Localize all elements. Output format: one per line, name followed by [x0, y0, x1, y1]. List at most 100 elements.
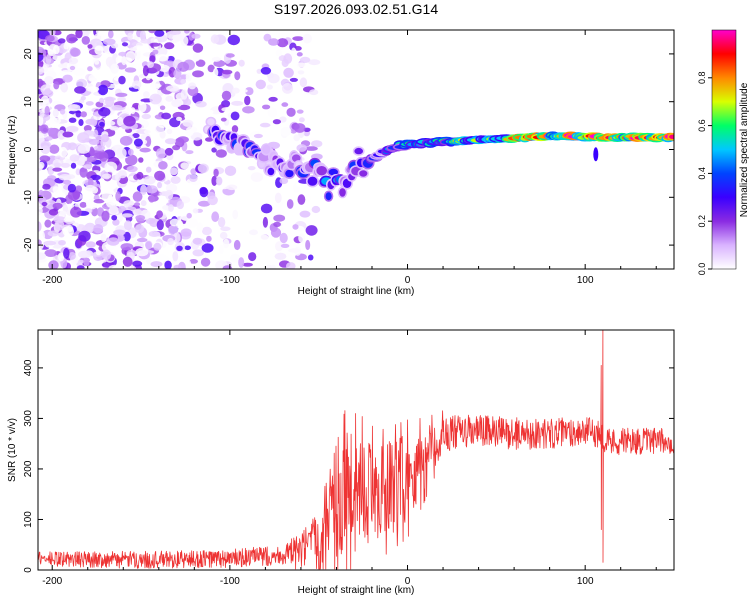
noise-blob — [217, 217, 226, 228]
noise-blob — [52, 108, 59, 118]
noise-blob — [48, 209, 59, 216]
noise-blob — [94, 60, 100, 65]
spectrogram-x-label: Height of straight line (km) — [298, 286, 415, 297]
noise-blob — [135, 215, 146, 221]
noise-blob — [192, 43, 204, 53]
noise-blob — [74, 86, 86, 94]
noise-blob — [148, 30, 156, 34]
noise-blob — [268, 96, 278, 102]
noise-blob — [103, 38, 116, 46]
noise-blob — [182, 119, 194, 127]
noise-blob — [242, 106, 255, 114]
noise-blob — [99, 121, 105, 127]
snr-panel: -200 -100 0 100 0 100 200 300 400 Height of stra… — [7, 329, 675, 596]
noise-blob — [206, 235, 212, 242]
noise-blob — [105, 56, 114, 68]
noise-blob — [210, 44, 219, 52]
noise-blob — [40, 145, 51, 155]
noise-blob — [104, 168, 110, 173]
noise-blob — [256, 234, 270, 245]
noise-blob — [145, 136, 152, 147]
noise-blob — [154, 170, 166, 181]
noise-blob — [101, 210, 110, 222]
noise-blob — [86, 86, 100, 92]
y-tick-label: 0 — [23, 567, 34, 573]
noise-blob — [176, 200, 184, 210]
noise-blob — [75, 110, 82, 118]
noise-blob — [76, 259, 86, 268]
noise-blob — [212, 68, 219, 78]
noise-blob — [309, 89, 319, 96]
noise-blob — [60, 109, 66, 115]
noise-blob — [111, 104, 123, 111]
noise-blob — [105, 96, 115, 108]
noise-blob — [154, 30, 165, 37]
noise-blob — [66, 33, 77, 44]
noise-blob — [45, 35, 55, 42]
noise-blob — [47, 230, 59, 237]
noise-blob — [85, 106, 92, 117]
noise-blob — [165, 95, 174, 102]
noise-blob — [297, 70, 305, 75]
noise-blob — [87, 44, 93, 49]
ridge-blob — [359, 170, 368, 177]
noise-blob — [268, 38, 279, 46]
noise-blob — [91, 207, 98, 217]
noise-blob — [286, 107, 296, 117]
noise-blob — [221, 107, 232, 112]
noise-blob — [129, 47, 138, 52]
noise-blob — [123, 200, 134, 208]
noise-blob — [273, 214, 286, 222]
noise-blob — [132, 208, 143, 216]
noise-blob — [42, 183, 51, 190]
noise-blob — [151, 79, 161, 91]
noise-blob — [199, 148, 206, 156]
noise-blob — [149, 42, 161, 47]
noise-blob — [164, 138, 177, 145]
noise-blob — [126, 165, 138, 173]
noise-blob — [262, 104, 271, 110]
noise-blob — [139, 30, 146, 41]
x-tick-label: 100 — [577, 576, 594, 587]
noise-blob — [213, 168, 219, 177]
noise-blob — [124, 67, 137, 73]
ridge-blob — [262, 144, 271, 154]
noise-blob — [267, 107, 278, 118]
noise-blob — [299, 117, 305, 123]
noise-blob — [272, 119, 281, 125]
noise-blob — [244, 87, 254, 96]
noise-blob — [260, 203, 273, 214]
noise-blob — [188, 82, 197, 90]
noise-blob — [308, 59, 321, 66]
noise-blob — [199, 187, 209, 198]
noise-blob — [164, 42, 175, 50]
noise-blob — [120, 243, 134, 251]
noise-blob — [62, 179, 72, 185]
noise-blob — [173, 68, 182, 79]
noise-blob — [180, 228, 192, 237]
ridge-blob — [339, 188, 346, 197]
ridge-blob — [328, 168, 338, 176]
noise-blob — [141, 113, 151, 120]
noise-blob — [93, 129, 99, 138]
noise-blob — [180, 162, 189, 170]
y-tick-label: -20 — [23, 237, 34, 252]
noise-blob — [110, 63, 120, 74]
noise-blob — [68, 57, 79, 65]
y-tick-label: 100 — [23, 511, 34, 528]
noise-blob — [279, 177, 289, 185]
noise-blob — [130, 107, 136, 115]
noise-blob — [188, 174, 198, 183]
noise-blob — [145, 241, 152, 250]
noise-blob — [221, 69, 233, 75]
noise-blob — [237, 88, 248, 93]
noise-blob — [112, 219, 120, 226]
noise-blob — [75, 168, 81, 176]
noise-blob — [292, 224, 299, 230]
noise-blob — [78, 119, 84, 126]
noise-blob — [162, 205, 170, 211]
noise-blob — [185, 129, 194, 137]
noise-blob — [180, 89, 188, 100]
noise-blob — [186, 212, 192, 219]
noise-blob — [44, 105, 50, 116]
